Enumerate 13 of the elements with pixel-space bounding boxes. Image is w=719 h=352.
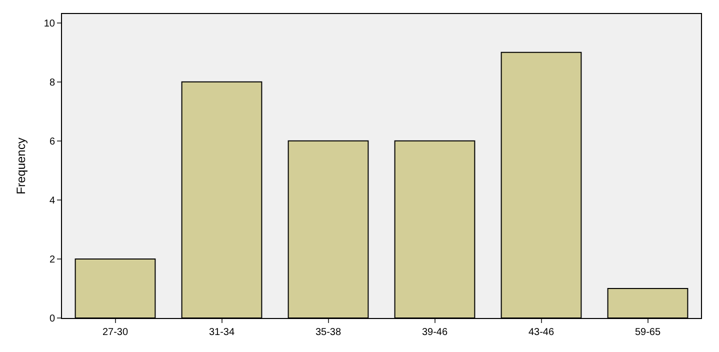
y-tick-label: 8 (49, 77, 56, 88)
x-tick-label: 59-65 (634, 327, 661, 338)
y-tick-label: 0 (49, 314, 56, 324)
y-tick-label: 4 (49, 195, 56, 206)
y-tick-label: 2 (49, 254, 56, 266)
x-tick-label: 35-38 (315, 327, 342, 338)
x-tick-label: 39-46 (422, 327, 448, 338)
x-tick-label: 43-46 (528, 327, 554, 338)
y-axis-title: Frequency (14, 138, 28, 194)
y-tick-label: 10 (44, 18, 56, 30)
x-tick-label: 31-34 (208, 327, 235, 338)
x-tick-label: 27-30 (102, 327, 128, 338)
y-tick-label: 6 (49, 136, 56, 148)
